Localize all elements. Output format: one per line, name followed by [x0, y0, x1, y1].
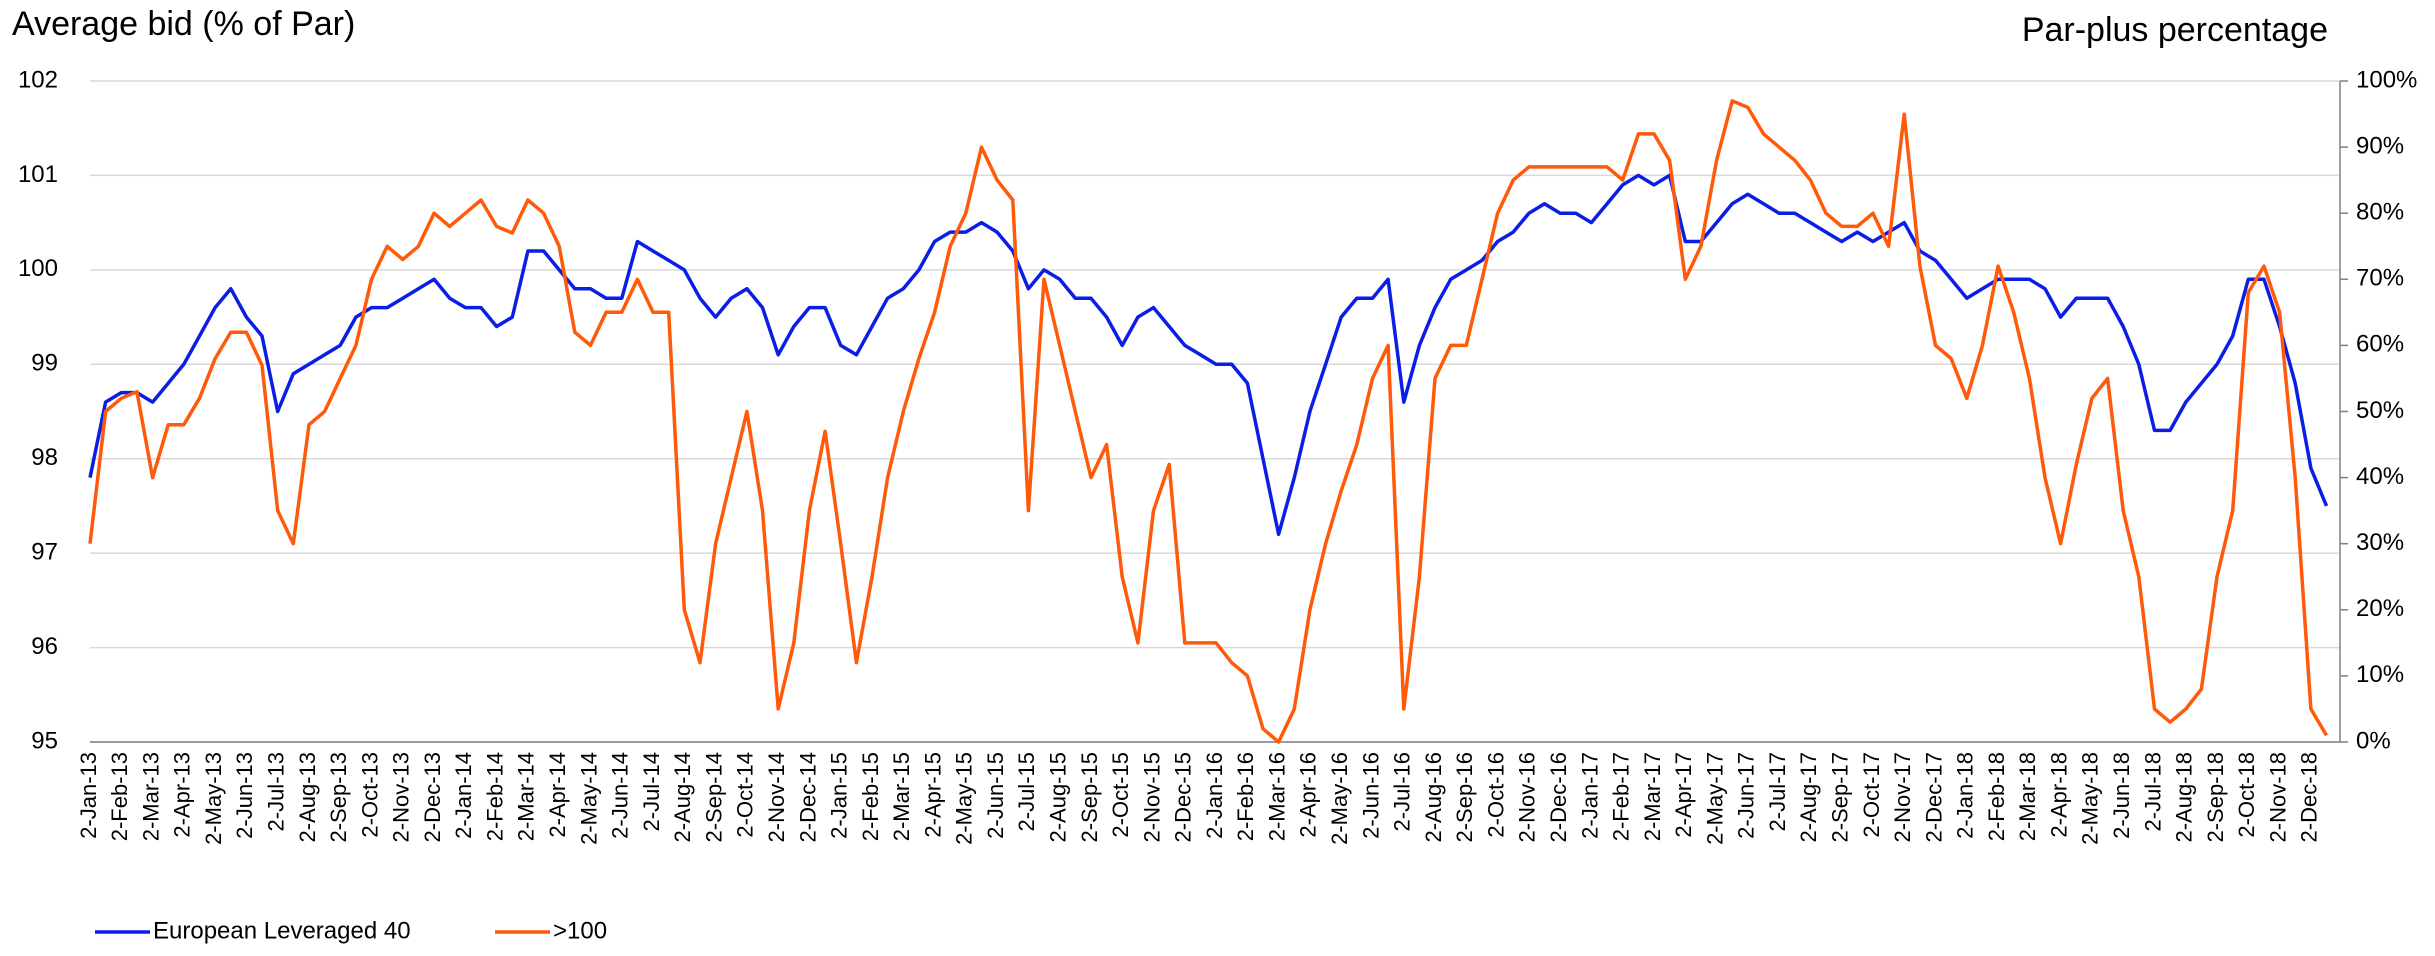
x-tick-label: 2-Mar-18 [2015, 752, 2040, 841]
x-tick-label: 2-Dec-18 [2297, 752, 2322, 842]
x-tick-label: 2-Jun-14 [608, 752, 633, 839]
x-tick-label: 2-Sep-16 [1452, 752, 1477, 843]
x-tick-label: 2-Dec-13 [420, 752, 445, 842]
series-line [88, 99, 2329, 744]
y2-tick-label: 10% [2356, 661, 2404, 688]
x-tick-label: 2-Apr-13 [170, 752, 195, 838]
x-tick-label: 2-May-18 [2078, 752, 2103, 845]
y2-tick-label: 50% [2356, 397, 2404, 424]
y2-tick-label: 40% [2356, 463, 2404, 490]
x-tick-label: 2-Jan-18 [1953, 752, 1978, 839]
y-tick-label: 101 [18, 161, 58, 188]
x-tick-label: 2-Feb-13 [107, 752, 132, 841]
x-tick-label: 2-Dec-14 [795, 752, 820, 842]
x-tick-label: 2-Oct-16 [1483, 752, 1508, 838]
y2-tick-label: 80% [2356, 199, 2404, 226]
x-tick-label: 2-Jan-15 [827, 752, 852, 839]
x-tick-label: 2-Nov-18 [2265, 752, 2290, 842]
x-tick-label: 2-Aug-15 [1045, 752, 1070, 843]
x-tick-label: 2-Mar-16 [1264, 752, 1289, 841]
x-tick-label: 2-Nov-17 [1890, 752, 1915, 842]
x-tick-label: 2-Apr-18 [2046, 752, 2071, 838]
y-tick-label: 99 [31, 350, 58, 377]
x-tick-label: 2-Feb-17 [1609, 752, 1634, 841]
series-line [88, 173, 2329, 537]
x-tick-label: 2-Nov-13 [389, 752, 414, 842]
x-tick-label: 2-Oct-17 [1859, 752, 1884, 838]
y2-tick-label: 30% [2356, 529, 2404, 556]
chart-title: Average bid (% of Par) [12, 5, 355, 43]
y2-tick-label: 20% [2356, 595, 2404, 622]
x-tick-label: 2-Dec-17 [1921, 752, 1946, 842]
y2-tick-label: 60% [2356, 331, 2404, 358]
x-tick-label: 2-Sep-14 [701, 752, 726, 843]
x-tick-label: 2-Aug-14 [670, 752, 695, 843]
x-tick-label: 2-May-15 [952, 752, 977, 845]
x-tick-label: 2-Jul-16 [1390, 752, 1415, 831]
x-tick-label: 2-Apr-14 [545, 752, 570, 838]
legend-label: >100 [553, 917, 607, 944]
x-tick-label: 2-Jun-18 [2109, 752, 2134, 839]
x-tick-label: 2-Jul-15 [1014, 752, 1039, 831]
legend-label: European Leveraged 40 [153, 917, 411, 944]
x-tick-label: 2-Mar-15 [889, 752, 914, 841]
x-tick-label: 2-Aug-16 [1421, 752, 1446, 843]
x-tick-label: 2-Nov-16 [1515, 752, 1540, 842]
x-tick-label: 2-Dec-15 [1171, 752, 1196, 842]
x-tick-label: 2-Dec-16 [1546, 752, 1571, 842]
x-tick-label: 2-Feb-16 [1233, 752, 1258, 841]
x-tick-label: 2-Jun-17 [1734, 752, 1759, 839]
x-tick-label: 2-Feb-14 [482, 752, 507, 841]
x-tick-label: 2-Nov-14 [764, 752, 789, 842]
x-tick-label: 2-Jun-13 [232, 752, 257, 839]
x-tick-label: 2-May-17 [1702, 752, 1727, 845]
x-tick-label: 2-Mar-17 [1640, 752, 1665, 841]
y2-axis-title: Par-plus percentage [2022, 11, 2328, 49]
x-tick-label: 2-Aug-17 [1796, 752, 1821, 843]
x-tick-label: 2-Oct-13 [357, 752, 382, 838]
y-tick-label: 95 [31, 727, 58, 754]
x-tick-label: 2-Sep-13 [326, 752, 351, 843]
x-tick-label: 2-Apr-15 [920, 752, 945, 838]
x-tick-label: 2-Apr-17 [1671, 752, 1696, 838]
x-tick-label: 2-Sep-18 [2203, 752, 2228, 843]
x-tick-label: 2-Feb-18 [1984, 752, 2009, 841]
x-tick-label: 2-Aug-13 [295, 752, 320, 843]
x-tick-label: 2-Nov-15 [1139, 752, 1164, 842]
y-tick-label: 100 [18, 255, 58, 282]
y2-tick-label: 100% [2356, 66, 2417, 93]
x-tick-label: 2-Jun-16 [1358, 752, 1383, 839]
x-tick-label: 2-Mar-13 [138, 752, 163, 841]
y-tick-label: 97 [31, 538, 58, 565]
x-tick-label: 2-Sep-15 [1077, 752, 1102, 843]
y-tick-label: 102 [18, 66, 58, 93]
y2-tick-label: 90% [2356, 132, 2404, 159]
x-tick-label: 2-Jun-15 [983, 752, 1008, 839]
x-tick-label: 2-May-16 [1327, 752, 1352, 845]
x-tick-label: 2-Jul-17 [1765, 752, 1790, 831]
x-tick-label: 2-Jul-14 [639, 752, 664, 831]
x-tick-label: 2-Oct-14 [733, 752, 758, 838]
x-tick-label: 2-Oct-18 [2234, 752, 2259, 838]
x-tick-label: 2-Jul-18 [2140, 752, 2165, 831]
y2-tick-label: 0% [2356, 727, 2391, 754]
x-tick-label: 2-Jan-17 [1577, 752, 1602, 839]
x-tick-label: 2-Jul-13 [263, 752, 288, 831]
x-tick-label: 2-Oct-15 [1108, 752, 1133, 838]
x-tick-label: 2-Jan-16 [1202, 752, 1227, 839]
x-tick-label: 2-Jan-14 [451, 752, 476, 839]
y-tick-label: 96 [31, 633, 58, 660]
y2-tick-label: 70% [2356, 265, 2404, 292]
y-tick-label: 98 [31, 444, 58, 471]
x-tick-label: 2-Aug-18 [2172, 752, 2197, 843]
x-tick-label: 2-Apr-16 [1296, 752, 1321, 838]
x-tick-label: 2-Feb-15 [858, 752, 883, 841]
x-tick-label: 2-Sep-17 [1827, 752, 1852, 843]
x-tick-label: 2-Jan-13 [76, 752, 101, 839]
x-tick-label: 2-Mar-14 [514, 752, 539, 841]
x-tick-label: 2-May-13 [201, 752, 226, 845]
x-tick-label: 2-May-14 [576, 752, 601, 845]
